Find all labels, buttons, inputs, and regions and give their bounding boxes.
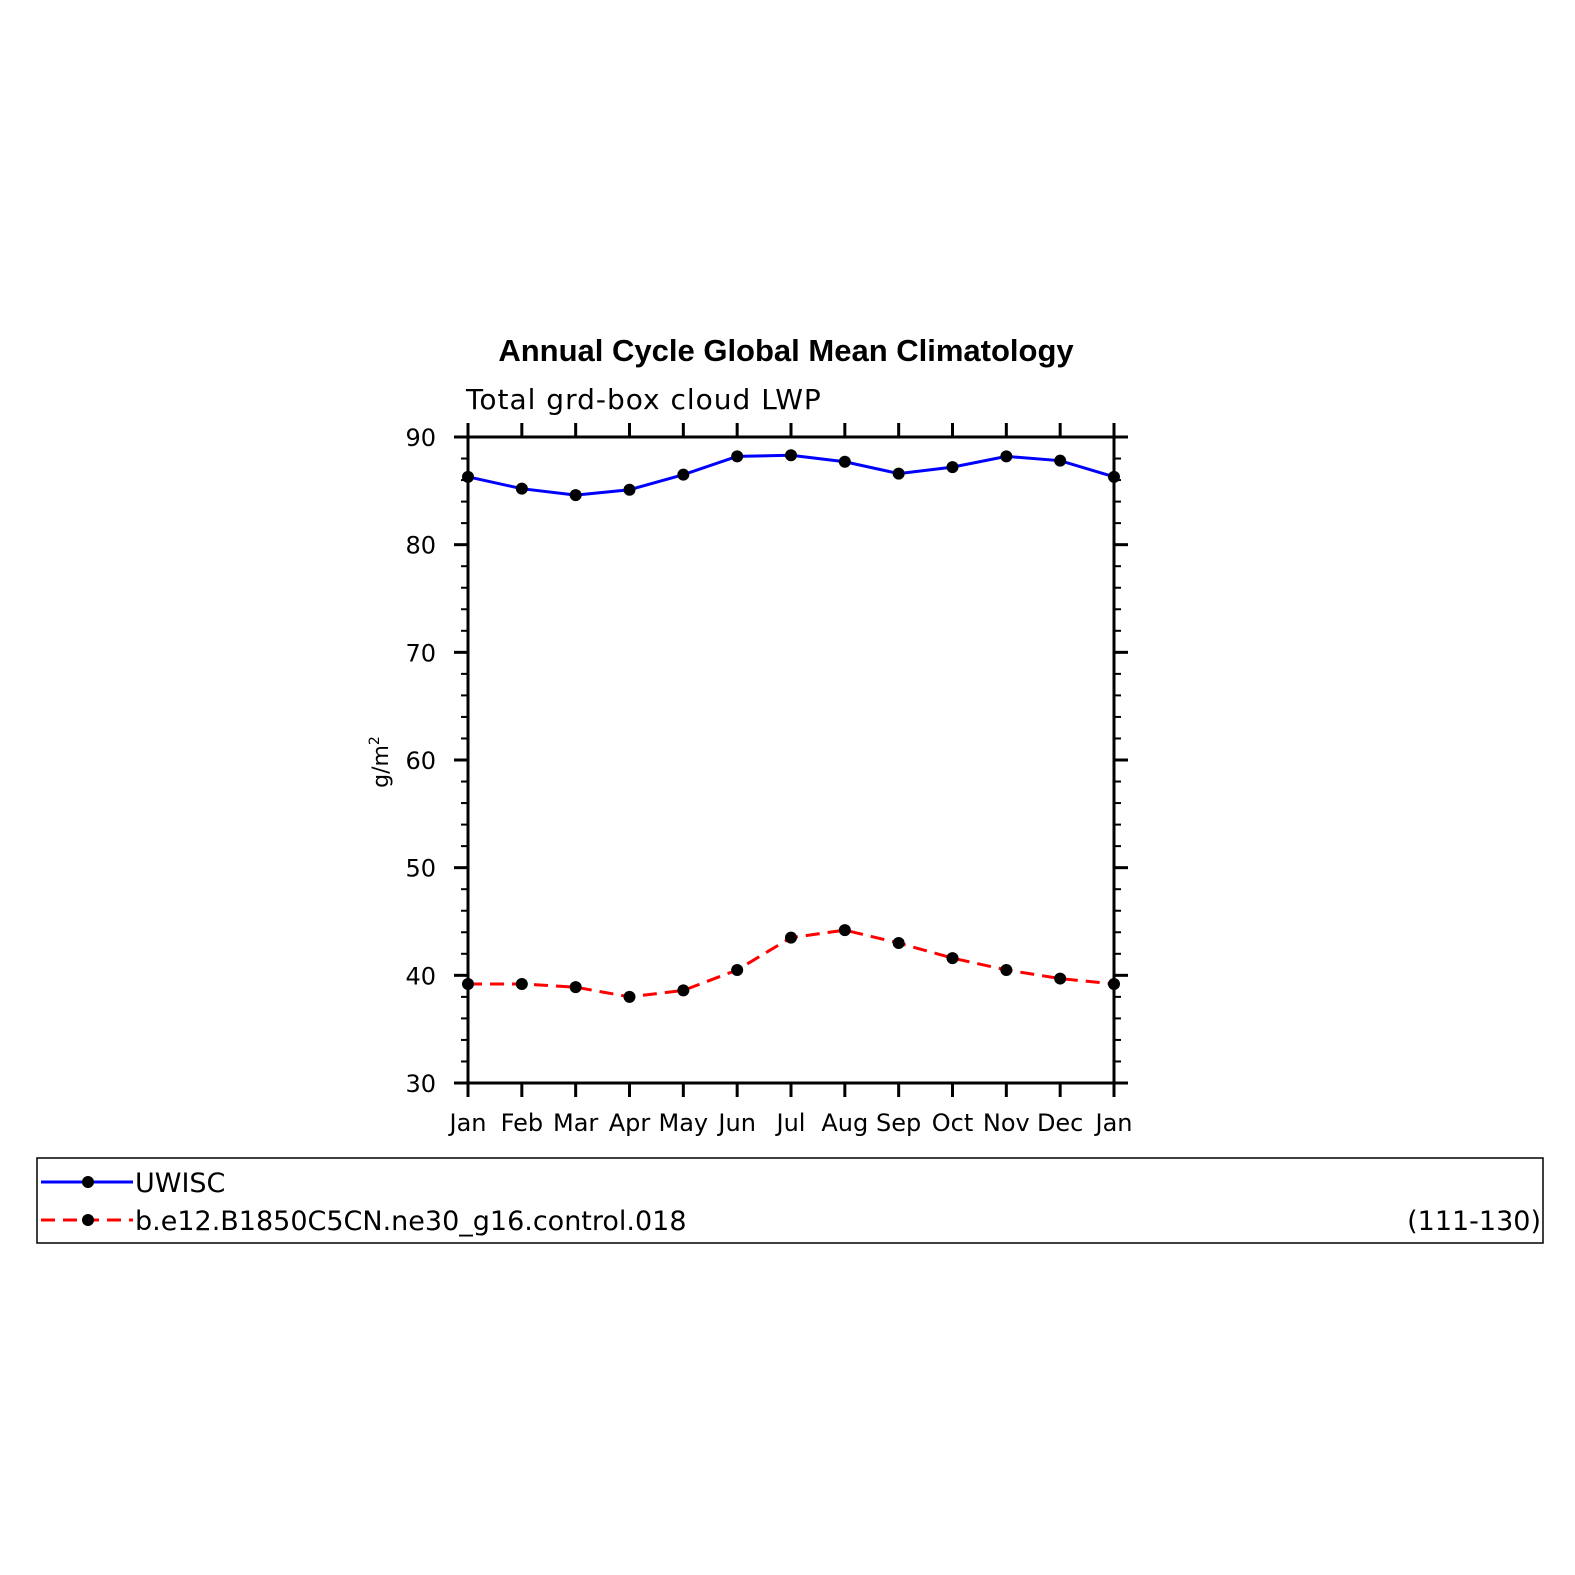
series-2-point [623, 990, 636, 1003]
x-tick-label: May [659, 1109, 709, 1137]
series-1-point [677, 468, 690, 481]
x-tick-label: Jan [448, 1109, 487, 1137]
chart-subtitle: Total grd-box cloud LWP [465, 383, 822, 416]
legend: UWISC b.e12.B1850C5CN.ne30_g16.control.01… [36, 1157, 1544, 1244]
series-2-point [785, 931, 797, 944]
series-2-point [1000, 963, 1013, 976]
series-1-point [1000, 450, 1013, 463]
series-2-point [569, 981, 582, 994]
series-1-point [623, 483, 636, 496]
series-1-point [462, 470, 474, 483]
series-1-point [785, 449, 797, 462]
legend-marker-2 [82, 1214, 94, 1226]
x-tick-label: Dec [1037, 1109, 1083, 1137]
series-2-point [677, 984, 690, 997]
legend-note: (111-130) [1407, 1206, 1541, 1237]
x-tick-label: Jul [775, 1109, 806, 1137]
y-tick-label: 90 [405, 424, 436, 452]
series-2-point [731, 963, 744, 976]
x-tick-label: Jun [716, 1109, 756, 1137]
series-2-point [1108, 977, 1120, 990]
axes: 30 40 50 60 70 80 90 Jan Feb Mar Apr May Jun Jul Aug Se… [405, 423, 1133, 1137]
legend-marker-1 [82, 1176, 94, 1188]
x-tick-label: Jan [1094, 1109, 1133, 1137]
series-1-point [838, 455, 851, 468]
x-tick-label: Nov [983, 1109, 1030, 1137]
series-2-point [515, 977, 528, 990]
y-tick-label: 40 [405, 962, 436, 990]
x-tick-label: Aug [821, 1109, 868, 1137]
series-2-point [838, 924, 851, 937]
series-2-point [462, 977, 474, 990]
series-1-point [1108, 470, 1120, 483]
x-tick-label: Sep [876, 1109, 921, 1137]
series-2-point [892, 937, 905, 950]
y-axis-label-superscript: 2 [367, 736, 383, 745]
x-tick-label: Mar [553, 1109, 598, 1137]
series-1-point [892, 467, 905, 480]
y-tick-label: 80 [405, 532, 436, 560]
y-axis-label-text: g/m [369, 745, 394, 788]
chart-title: Annual Cycle Global Mean Climatology [498, 333, 1074, 368]
series-1-point [515, 482, 528, 495]
series-1-point [1054, 454, 1067, 467]
x-tick-label: Oct [932, 1109, 974, 1137]
series-2-point [946, 952, 959, 965]
series-1-point [731, 450, 744, 463]
legend-label-2: b.e12.B1850C5CN.ne30_g16.control.018 [135, 1206, 687, 1237]
x-tick-label: Feb [501, 1109, 544, 1137]
y-tick-label: 60 [405, 747, 436, 775]
legend-box [36, 1157, 1544, 1244]
x-tick-label: Apr [609, 1109, 651, 1137]
legend-label-1: UWISC [135, 1168, 225, 1199]
series-2-point [1054, 972, 1067, 985]
series-1-point [569, 489, 582, 502]
y-axis-label: g/m2 [367, 736, 394, 788]
series-1-point [946, 461, 959, 474]
series-layer [462, 449, 1120, 1003]
y-tick-label: 70 [405, 639, 436, 667]
y-tick-label: 50 [405, 855, 436, 883]
y-tick-label: 30 [405, 1070, 436, 1098]
